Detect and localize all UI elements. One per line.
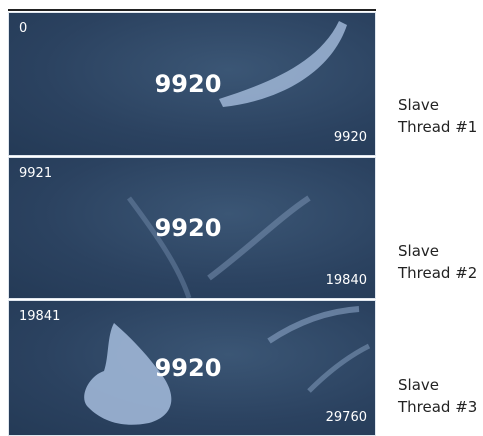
thread-label: Slave Thread #3	[398, 374, 478, 418]
range-start: 19841	[19, 309, 60, 324]
panel: 19841 9920 29760	[8, 300, 376, 436]
page: 0 9920 9920 Slave Thread #1 9921 9920 19…	[0, 0, 483, 436]
chunk-size: 9920	[9, 214, 367, 242]
panel: 0 9920 9920	[8, 12, 376, 156]
thread-label: Slave Thread #2	[398, 240, 478, 284]
top-rule	[8, 9, 376, 11]
chunk-size: 9920	[9, 70, 367, 98]
range-start: 9921	[19, 166, 52, 181]
chunk-size: 9920	[9, 354, 367, 382]
panel: 9921 9920 19840	[8, 157, 376, 299]
range-end: 19840	[326, 273, 367, 288]
range-end: 9920	[334, 130, 367, 145]
range-start: 0	[19, 21, 27, 36]
thread-label: Slave Thread #1	[398, 94, 478, 138]
range-end: 29760	[326, 410, 367, 425]
